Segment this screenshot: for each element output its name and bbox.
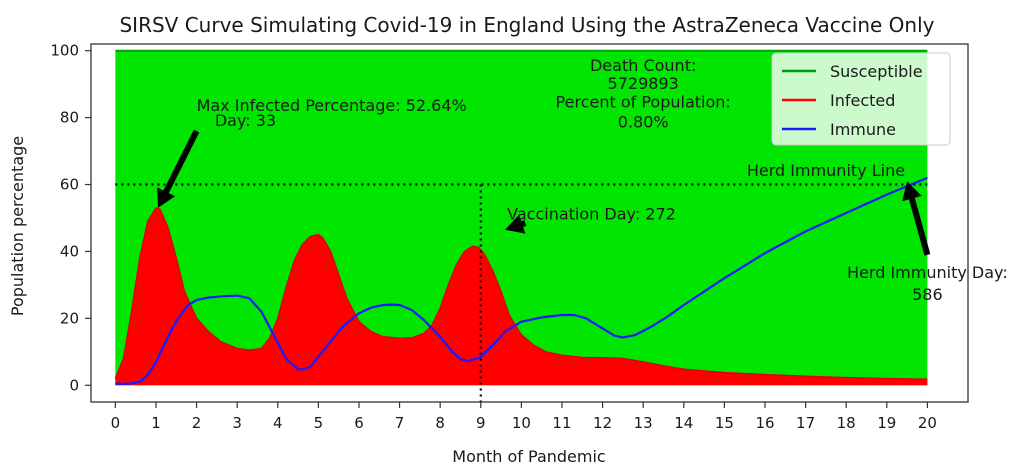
x-tick-label: 20 xyxy=(918,414,937,432)
x-tick-label: 18 xyxy=(837,414,856,432)
x-tick-label: 9 xyxy=(476,414,486,432)
x-tick-label: 17 xyxy=(796,414,815,432)
herd-immunity-day-arrow-head xyxy=(902,181,922,202)
chart-title: SIRSV Curve Simulating Covid-19 in Engla… xyxy=(119,13,934,37)
max-infected-arrow xyxy=(157,129,200,208)
legend-box xyxy=(771,52,951,146)
x-tick-label: 12 xyxy=(593,414,612,432)
x-tick-label: 10 xyxy=(512,414,531,432)
x-tick-label: 14 xyxy=(674,414,693,432)
x-tick-label: 7 xyxy=(395,414,405,432)
plot-area: Max Infected Percentage: 52.64%Day: 33 Va… xyxy=(50,42,1007,432)
y-axis-label: Population percentage xyxy=(8,136,27,316)
x-tick-label: 8 xyxy=(435,414,445,432)
legend-label-susceptible: Susceptible xyxy=(830,62,923,81)
herd-immunity-day-arrow xyxy=(902,181,931,256)
vaccination-arrow xyxy=(505,214,527,234)
herd-immunity-day-value: 586 xyxy=(912,285,943,304)
death-count-value: 5729893 xyxy=(608,74,679,93)
x-tick-label: 11 xyxy=(552,414,571,432)
herd-immunity-day-label: Herd Immunity Day: xyxy=(847,263,1008,282)
percent-population-value: 0.80% xyxy=(618,113,669,132)
y-tick-label: 0 xyxy=(69,376,79,394)
y-tick-label: 100 xyxy=(50,42,79,60)
x-tick-label: 1 xyxy=(151,414,161,432)
herd-immunity-day-arrow-shaft xyxy=(908,197,931,256)
x-axis-label: Month of Pandemic xyxy=(452,447,605,466)
x-tick-label: 15 xyxy=(715,414,734,432)
plot-frame xyxy=(90,43,969,403)
x-tick-label: 5 xyxy=(314,414,324,432)
x-tick-label: 6 xyxy=(354,414,364,432)
x-tick-label: 19 xyxy=(877,414,896,432)
death-count-label: Death Count: xyxy=(590,56,696,75)
x-tick-label: 0 xyxy=(111,414,121,432)
max-infected-label: Max Infected Percentage: 52.64% xyxy=(197,96,467,115)
x-tick-label: 16 xyxy=(755,414,774,432)
infected-area xyxy=(115,207,928,386)
legend-label-immune: Immune xyxy=(830,120,896,139)
y-tick-label: 60 xyxy=(60,176,79,194)
x-tick-label: 13 xyxy=(634,414,653,432)
y-tick-label: 20 xyxy=(60,309,79,327)
x-tick-label: 3 xyxy=(232,414,242,432)
immune-line xyxy=(115,176,928,385)
x-tick-label: 2 xyxy=(192,414,202,432)
max-infected-arrow-shaft xyxy=(163,129,200,194)
legend: Susceptible Infected Immune xyxy=(771,52,951,146)
vaccination-arrow-head xyxy=(505,214,526,234)
max-infected-day-label: Day: 33 xyxy=(215,111,276,130)
percent-population-label: Percent of Population: xyxy=(556,93,731,112)
max-infected-arrow-head xyxy=(157,187,175,208)
herd-immunity-line-label: Herd Immunity Line xyxy=(747,161,905,180)
infected-line xyxy=(114,206,928,380)
x-tick-label: 4 xyxy=(273,414,283,432)
vaccination-arrow-shaft xyxy=(521,220,527,227)
y-tick-label: 40 xyxy=(60,242,79,260)
y-tick-label: 80 xyxy=(60,109,79,127)
vaccination-day-label: Vaccination Day: 272 xyxy=(507,205,676,224)
legend-label-infected: Infected xyxy=(830,91,895,110)
